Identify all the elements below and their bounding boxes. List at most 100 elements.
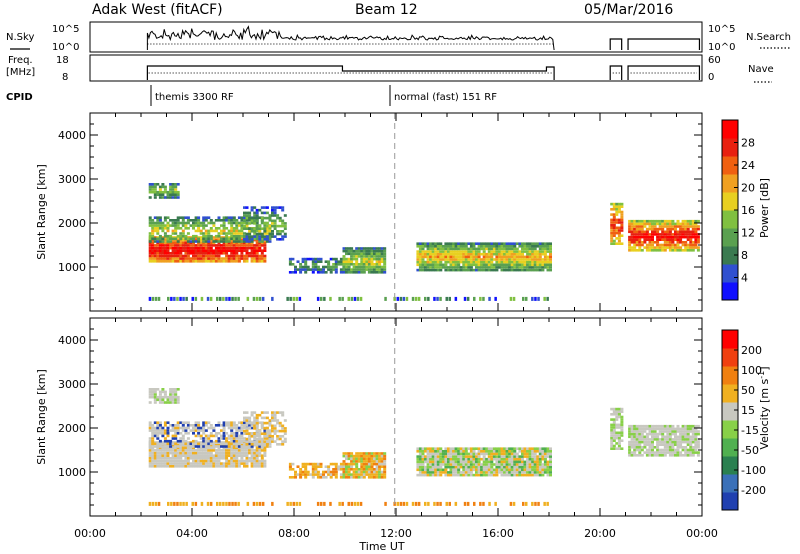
velocity-cell: [543, 452, 547, 456]
power-cell: [186, 260, 190, 263]
velocity-cell: [156, 421, 160, 424]
velocity-cell: [510, 455, 514, 458]
velocity-cell: [342, 470, 346, 474]
velocity-cell: [281, 411, 285, 414]
power-cell: [615, 205, 619, 208]
velocity-cell: [212, 434, 216, 438]
velocity-cell-near: [182, 501, 185, 506]
power-cell: [447, 247, 450, 251]
velocity-cell: [482, 468, 486, 472]
power-cell: [477, 268, 481, 272]
velocity-cell: [651, 430, 654, 433]
velocity-cell: [192, 462, 195, 465]
velocity-cell: [278, 435, 282, 438]
velocity-cell: [475, 460, 478, 464]
velocity-cell: [633, 424, 637, 428]
velocity-cell: [380, 473, 384, 476]
velocity-cell: [538, 455, 542, 458]
velocity-cell-near: [436, 501, 439, 506]
velocity-cell: [304, 476, 308, 479]
power-cell: [248, 227, 252, 230]
power-cell: [648, 222, 652, 226]
power-cell: [362, 265, 366, 269]
velocity-cell: [362, 452, 366, 455]
velocity-cell: [531, 455, 535, 458]
xtick-label: 00:00: [686, 527, 718, 540]
power-cell: [217, 227, 221, 230]
velocity-cell: [362, 473, 366, 476]
power-cell: [176, 252, 180, 255]
velocity-cell: [485, 452, 489, 456]
power-cell: [367, 265, 371, 269]
power-cell-near: [209, 296, 213, 301]
velocity-cell: [186, 432, 190, 435]
power-cell: [189, 237, 193, 241]
power-cell: [367, 252, 371, 256]
velocity-cell: [421, 471, 425, 474]
power-cell: [253, 219, 257, 223]
power-cell: [199, 232, 203, 235]
power-cell: [635, 233, 639, 236]
power-cell-near: [206, 296, 210, 301]
velocity-cell: [322, 476, 325, 479]
velocity-cell: [250, 413, 254, 417]
power-cell: [620, 226, 624, 230]
power-cell: [513, 260, 517, 264]
velocity-cell: [457, 457, 461, 461]
colorbar-cell: [722, 138, 738, 157]
velocity-cell: [166, 401, 170, 404]
velocity-cell: [648, 432, 652, 436]
velocity-cell: [436, 473, 440, 477]
velocity-cell: [181, 429, 185, 432]
power-cell: [153, 246, 157, 250]
velocity-cell: [151, 437, 155, 440]
power-cell: [156, 221, 160, 225]
velocity-cell: [485, 457, 489, 461]
power-cell: [176, 190, 180, 194]
velocity-cell: [189, 442, 193, 446]
velocity-cell: [342, 465, 346, 468]
velocity-cell: [431, 468, 435, 472]
power-cell: [258, 254, 262, 258]
velocity-cell: [258, 432, 262, 435]
power-cell: [179, 257, 183, 260]
velocity-cell: [240, 432, 244, 435]
velocity-cell: [199, 446, 203, 450]
velocity-cell: [184, 465, 188, 468]
velocity-cell: [538, 460, 542, 464]
velocity-cell: [426, 460, 430, 464]
velocity-cell: [449, 473, 453, 477]
power-cell: [179, 216, 183, 219]
velocity-cell: [487, 463, 491, 466]
velocity-cell: [485, 450, 489, 453]
velocity-cell: [220, 445, 223, 448]
power-cell: [689, 243, 693, 247]
velocity-cell: [454, 447, 458, 450]
power-cell: [633, 225, 637, 228]
velocity-cell: [452, 471, 456, 474]
velocity-cell: [380, 462, 384, 466]
power-cell: [181, 244, 185, 247]
velocity-cell: [648, 424, 652, 428]
power-cell: [505, 255, 509, 259]
power-cell: [209, 234, 213, 238]
power-cell: [447, 268, 450, 272]
power-cell: [324, 260, 328, 263]
power-cell: [179, 246, 183, 250]
power-cell: [541, 268, 545, 272]
velocity-cell: [475, 465, 478, 469]
velocity-cell: [628, 440, 632, 444]
velocity-cell: [243, 411, 246, 414]
velocity-cell: [161, 457, 165, 460]
power-cell-near: [473, 296, 476, 301]
velocity-cell: [197, 445, 201, 448]
velocity-colorbar-label-sup: -1: [757, 371, 766, 379]
power-cell: [523, 242, 527, 245]
velocity-cell: [447, 471, 450, 474]
velocity-cell: [181, 439, 185, 443]
power-cell: [222, 237, 226, 241]
beam-title: Beam 12: [355, 2, 418, 18]
velocity-cell: [169, 388, 173, 391]
velocity-cell: [421, 452, 425, 456]
velocity-cell: [375, 462, 379, 466]
